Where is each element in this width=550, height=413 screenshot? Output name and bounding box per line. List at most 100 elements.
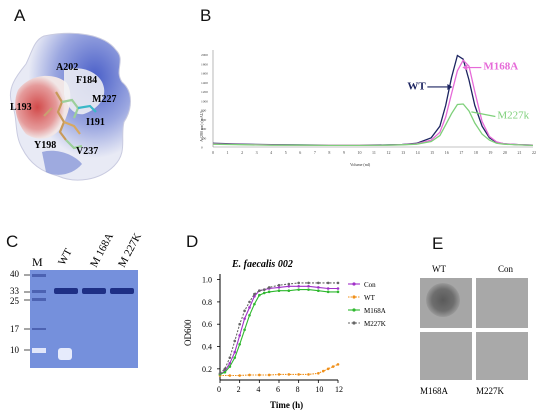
y-tick-label: 0.6 <box>202 320 212 329</box>
residue-label: L193 <box>10 102 32 113</box>
marker-label: 17 <box>10 324 20 334</box>
x-tick-label: 16 <box>445 150 449 155</box>
well-label-con: Con <box>498 264 514 274</box>
panel-c-letter: C <box>6 232 19 251</box>
data-point <box>248 300 251 304</box>
x-tick-label: 22 <box>532 150 536 155</box>
data-point <box>228 361 232 365</box>
data-point <box>243 309 246 313</box>
well-con <box>476 278 528 328</box>
y-tick-label: 1200 <box>201 90 208 94</box>
panel-b-letter: B <box>200 6 212 25</box>
x-tick-label: 13 <box>401 150 405 155</box>
y-tick-label: 200 <box>201 136 207 140</box>
x-tick-label: 2 <box>237 385 241 394</box>
data-point <box>317 372 320 375</box>
data-point <box>238 342 241 346</box>
x-tick-label: 11 <box>372 150 376 155</box>
panel-d-letter: D <box>186 232 199 251</box>
panel-e-letter: E <box>432 234 444 253</box>
data-point <box>336 290 340 294</box>
series-line-m227k <box>212 103 534 147</box>
data-point <box>223 367 227 371</box>
data-point <box>238 334 241 337</box>
y-axis-label: OD600 <box>183 319 193 346</box>
data-point <box>267 373 271 377</box>
x-tick-label: 19 <box>488 150 492 155</box>
residue-label: F184 <box>76 75 97 86</box>
data-point <box>287 282 291 286</box>
data-point <box>228 374 232 377</box>
data-point <box>253 302 256 306</box>
panel-a-protein-surface: A202 F184 M227 L193 I191 Y198 V237 <box>10 32 131 181</box>
x-tick-label: 8 <box>296 385 300 394</box>
panel-e-plate-assay: WT Con M168A M227K <box>420 264 528 396</box>
marker-band <box>32 348 46 353</box>
wt-low-band <box>58 348 72 360</box>
data-point <box>277 286 281 289</box>
data-point <box>326 290 330 294</box>
data-point <box>326 287 330 290</box>
lane-label-m168a: M 168A <box>88 231 116 269</box>
panel-a-letter: A <box>14 6 26 25</box>
residue-label: V237 <box>76 146 98 157</box>
x-tick-label: 17 <box>459 150 463 155</box>
data-point <box>262 288 266 291</box>
x-tick-label: 2 <box>241 150 243 155</box>
data-point <box>317 289 320 293</box>
x-tick-label: 6 <box>276 385 280 394</box>
protein-band-m227k <box>110 288 134 294</box>
x-tick-label: 8 <box>328 150 330 155</box>
data-point <box>277 283 281 287</box>
series-line-m168a <box>219 289 338 375</box>
surface-lower-blue <box>42 150 82 175</box>
data-point <box>267 290 271 294</box>
ligand-sticks <box>43 91 97 150</box>
y-tick-label: 0 <box>201 146 203 150</box>
x-tick-label: 14 <box>416 150 420 155</box>
x-tick-label: 0 <box>212 150 214 155</box>
data-point <box>258 289 261 293</box>
data-point <box>287 284 291 288</box>
x-tick-label: 0 <box>217 385 221 394</box>
data-point <box>243 328 246 332</box>
data-point <box>297 373 300 376</box>
data-point <box>228 356 232 359</box>
y-tick-label: 600 <box>201 118 207 122</box>
data-point <box>277 373 281 376</box>
data-point <box>336 281 340 285</box>
data-point <box>307 373 310 376</box>
x-tick-label: 15 <box>430 150 434 155</box>
lysis-zone <box>426 283 460 317</box>
residue-label: Y198 <box>34 140 56 151</box>
well-label-m168a: M168A <box>420 386 449 396</box>
data-point <box>287 289 291 293</box>
x-tick-label: 6 <box>299 150 301 155</box>
data-point <box>331 365 335 368</box>
x-axis-label: Volume (ml) <box>350 162 371 167</box>
data-point <box>253 292 256 296</box>
marker-band <box>32 328 46 330</box>
x-axis-label: Time (h) <box>270 400 303 410</box>
y-tick-label: 1000 <box>201 99 208 103</box>
surface-red-patch <box>15 75 71 139</box>
series-line-m227k <box>219 282 338 374</box>
chart-title: E. faecalis 002 <box>231 259 293 270</box>
y-tick-label: 0.8 <box>202 298 212 307</box>
data-point <box>258 373 261 377</box>
x-tick-label: 1 <box>227 150 229 155</box>
legend-label: Con <box>364 281 376 289</box>
x-tick-label: 21 <box>517 150 521 155</box>
data-point <box>277 289 281 293</box>
x-tick-label: 12 <box>387 150 391 155</box>
data-point <box>307 288 310 291</box>
data-point <box>326 281 330 285</box>
data-point <box>238 374 241 377</box>
data-point <box>233 356 237 359</box>
data-point <box>248 306 251 309</box>
residue-label: M227 <box>92 94 116 105</box>
protein-band-m168a <box>82 288 106 294</box>
data-point <box>307 284 310 288</box>
legend-label: WT <box>364 294 376 302</box>
